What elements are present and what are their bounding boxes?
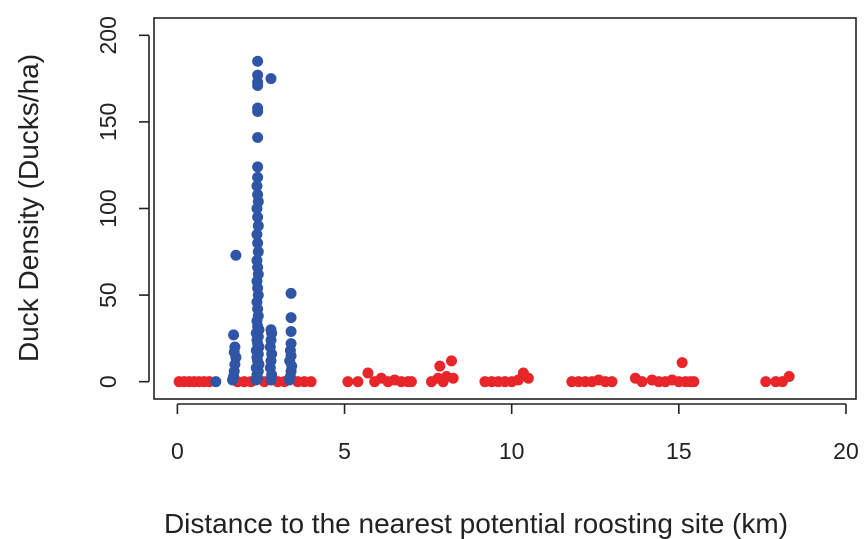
data-point-blue	[285, 325, 297, 337]
data-point-blue	[252, 237, 264, 249]
data-point-blue	[252, 189, 264, 201]
data-point-red	[522, 372, 534, 384]
x-tick-label: 15	[666, 438, 692, 464]
data-point-red	[362, 367, 374, 379]
data-point-blue	[285, 312, 297, 324]
y-tick-label: 0	[95, 375, 121, 388]
data-point-blue	[252, 69, 264, 81]
data-point-blue	[230, 249, 242, 261]
data-point-red	[342, 376, 354, 388]
x-tick-label: 20	[833, 438, 859, 464]
data-point-blue	[252, 55, 264, 67]
data-point-blue	[252, 211, 264, 223]
data-point-blue	[228, 329, 240, 341]
data-point-blue	[265, 73, 277, 85]
data-point-blue	[252, 131, 264, 143]
data-point-red	[606, 376, 618, 388]
data-point-blue	[252, 171, 264, 183]
data-point-red	[434, 360, 446, 372]
data-point-blue	[252, 102, 264, 114]
data-point-blue	[252, 246, 264, 258]
data-point-red	[305, 376, 317, 388]
y-tick-label: 100	[95, 189, 121, 227]
data-point-blue	[285, 338, 297, 350]
data-point-red	[405, 376, 417, 388]
data-point-red	[676, 357, 688, 369]
data-point-blue	[251, 254, 263, 266]
data-point-blue	[285, 287, 297, 299]
x-axis-title: Distance to the nearest potential roosti…	[164, 508, 788, 539]
x-tick-label: 5	[338, 438, 351, 464]
data-point-blue	[251, 180, 263, 192]
y-tick-label: 50	[95, 282, 121, 308]
plot-frame	[153, 17, 857, 400]
data-point-red	[446, 355, 458, 367]
data-point-red	[783, 370, 795, 382]
data-point-red	[352, 376, 364, 388]
y-axis: 0 50 100 150 200	[95, 16, 150, 388]
data-point-blue	[251, 228, 263, 240]
x-tick-label: 0	[171, 438, 184, 464]
data-points	[173, 55, 795, 388]
x-axis: 0 5 10 15 20	[171, 403, 859, 464]
data-point-blue	[210, 376, 222, 388]
y-axis-title: Duck Density (Ducks/ha)	[13, 54, 44, 362]
data-point-blue	[252, 220, 264, 232]
y-tick-label: 150	[95, 103, 121, 141]
x-tick-label: 10	[499, 438, 525, 464]
data-point-blue	[229, 341, 241, 353]
data-point-red	[688, 376, 700, 388]
data-point-red	[447, 372, 459, 384]
data-point-blue	[252, 161, 264, 173]
y-tick-label: 200	[95, 16, 121, 54]
data-point-blue	[265, 324, 277, 336]
data-point-red	[760, 376, 772, 388]
data-point-red	[636, 376, 648, 388]
